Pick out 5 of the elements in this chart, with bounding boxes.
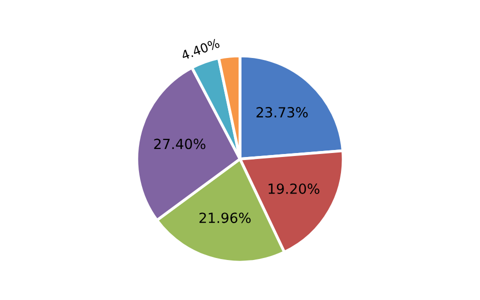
data-label: 23.73% [256, 107, 308, 118]
data-label: 21.96% [199, 212, 251, 224]
data-label: 19.20% [268, 183, 320, 194]
data-label: 4.40% [180, 38, 220, 60]
data-label: 27.40% [154, 138, 206, 150]
